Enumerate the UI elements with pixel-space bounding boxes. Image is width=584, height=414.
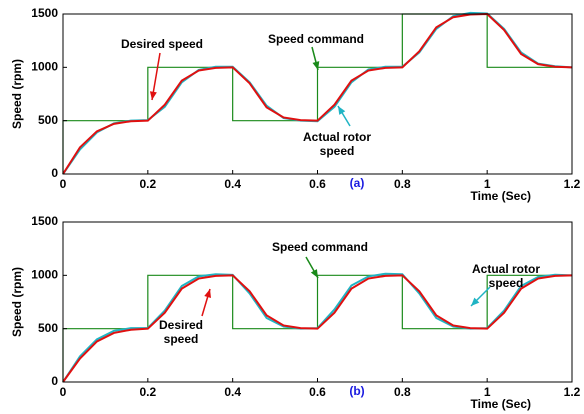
y-tick-label: 500 [38,113,58,127]
arrow-head [471,297,480,306]
x-tick-label: 0.4 [224,177,241,191]
x-tick-label: 0.8 [394,177,411,191]
annotation: Speed command [267,32,365,46]
annotation-box: Speed command [271,240,369,254]
x-tick-label: 0.6 [309,177,326,191]
annotation: Actual rotor speed [302,130,371,158]
x-tick-label: 1 [484,177,491,191]
x-tick-label: 1 [484,385,491,399]
subplot-label: (b) [349,384,364,398]
annotation: Actual rotor speed [471,262,540,290]
y-tick-label: 500 [38,321,58,335]
series-line [62,274,573,383]
arrow-head [204,289,212,298]
annotation: Desired speed [120,37,204,51]
y-tick-label: 1000 [31,268,58,282]
y-axis-label: Speed (rpm) [10,59,24,129]
y-tick-label: 1500 [31,6,58,20]
y-tick-label: 0 [51,166,58,180]
annotation-box: Desired speed [120,37,204,51]
y-tick-label: 1500 [31,214,58,228]
annotation: Desired speed [158,318,204,346]
x-tick-label: 1.2 [564,385,581,399]
x-tick-label: 1.2 [564,177,581,191]
arrow-head [149,91,157,100]
arrow-head [310,269,318,278]
y-axis-label: Speed (rpm) [10,267,24,337]
x-axis-label: Time (Sec) [471,189,531,203]
y-tick-label: 0 [51,374,58,388]
x-tick-label: 0.2 [139,385,156,399]
arrow-head [312,61,320,70]
annotation-box: Speed command [267,32,365,46]
x-tick-label: 0.8 [394,385,411,399]
arrow-head [338,106,346,115]
annotation: Speed command [271,240,369,254]
x-tick-label: 0 [60,177,67,191]
x-tick-label: 0.4 [224,385,241,399]
x-tick-label: 0.2 [139,177,156,191]
x-axis-label: Time (Sec) [471,397,531,411]
annotation-box: Desired speed [158,318,204,346]
annotation-box: Actual rotor speed [302,130,371,158]
subplot-label: (a) [350,176,365,190]
annotation-box: Actual rotor speed [471,262,540,290]
x-tick-label: 0.6 [309,385,326,399]
x-tick-label: 0 [60,385,67,399]
y-tick-label: 1000 [31,60,58,74]
